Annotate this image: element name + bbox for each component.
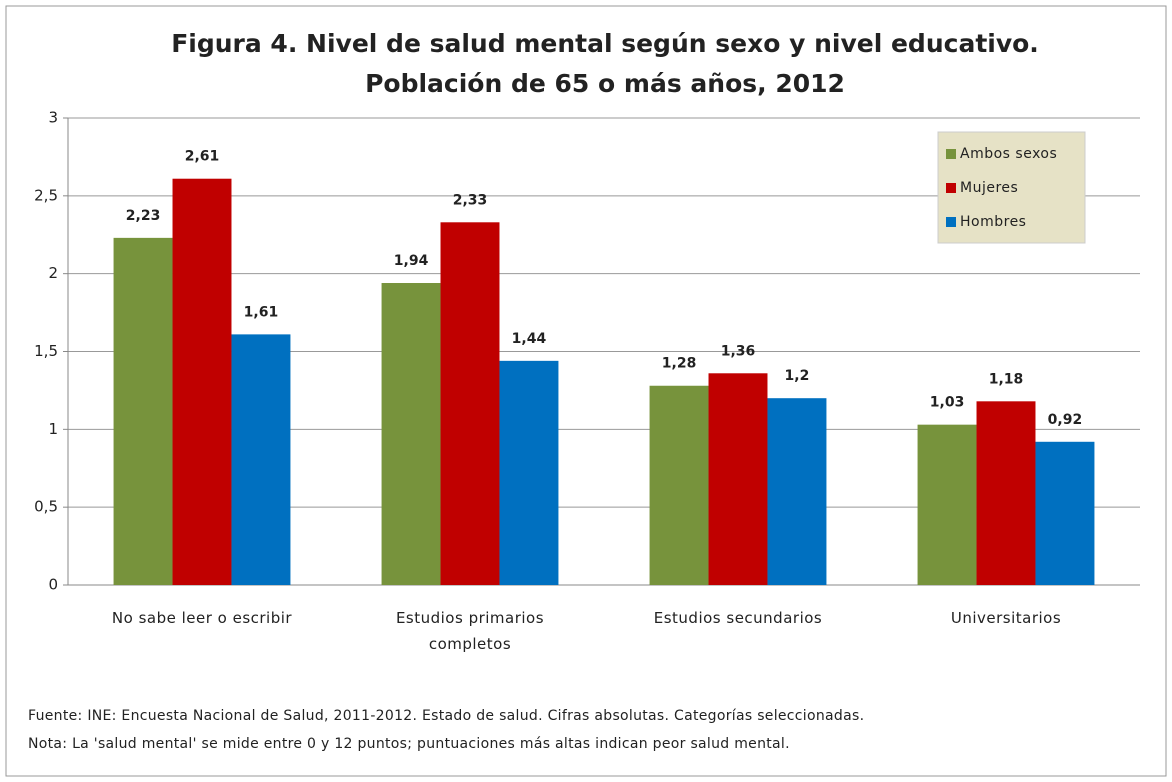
data-label: 2,33 [453, 192, 488, 208]
bar [708, 373, 768, 585]
legend-swatch [946, 149, 956, 159]
data-label: 1,61 [244, 304, 279, 320]
y-tick-label: 1 [48, 420, 58, 438]
legend-label: Hombres [960, 214, 1026, 230]
data-label: 1,44 [512, 331, 547, 347]
legend-label: Mujeres [960, 180, 1018, 196]
chart-subtitle: Población de 65 o más años, 2012 [365, 69, 845, 98]
data-label: 1,36 [721, 343, 756, 359]
y-tick-label: 3 [48, 109, 58, 127]
y-tick-label: 0,5 [34, 498, 58, 516]
bar [649, 385, 709, 585]
legend-box [937, 131, 1086, 244]
bar [172, 178, 232, 585]
bar [440, 222, 500, 585]
data-label: 1,18 [989, 371, 1024, 387]
footnote: Nota: La 'salud mental' se mide entre 0 … [28, 736, 790, 752]
data-label: 2,61 [185, 149, 220, 165]
bar [381, 283, 441, 585]
bar [113, 237, 173, 585]
data-label: 1,94 [394, 253, 429, 269]
x-tick-label: Estudios secundarios [653, 609, 823, 627]
bar [767, 398, 827, 585]
bar [499, 360, 559, 585]
data-label: 1,03 [930, 395, 965, 411]
bar [1035, 441, 1095, 585]
y-tick-label: 1,5 [34, 342, 58, 360]
legend-swatch [946, 217, 956, 227]
y-tick-label: 2,5 [34, 186, 58, 204]
y-tick-label: 0 [48, 576, 58, 594]
x-tick-label: Estudios primarios completos [395, 609, 545, 653]
data-label: 0,92 [1048, 412, 1083, 428]
bar [231, 334, 291, 585]
legend-swatch [946, 183, 956, 193]
data-label: 1,28 [662, 356, 697, 372]
bar [976, 401, 1036, 585]
source-note: Fuente: INE: Encuesta Nacional de Salud,… [28, 708, 865, 724]
y-tick-label: 2 [48, 264, 58, 282]
bar [917, 424, 977, 585]
x-tick-label: No sabe leer o escribir [111, 609, 293, 627]
data-label: 2,23 [126, 208, 161, 224]
chart-title: Figura 4. Nivel de salud mental según se… [171, 29, 1039, 58]
x-tick-label: Universitarios [950, 609, 1062, 627]
legend-label: Ambos sexos [960, 146, 1057, 162]
data-label: 1,2 [785, 368, 810, 384]
